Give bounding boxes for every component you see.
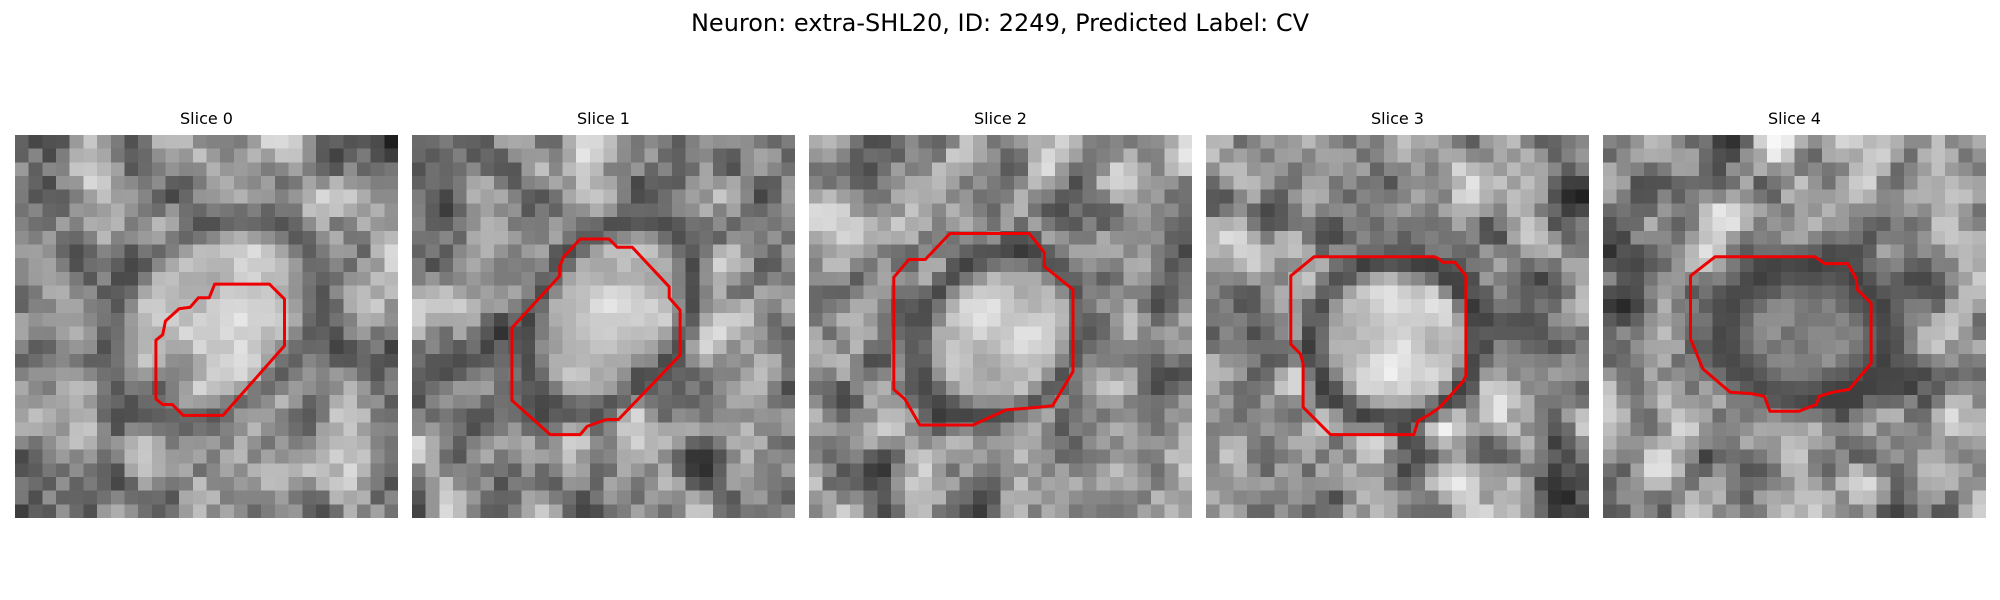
- slice-title-4: Slice 4: [1768, 109, 1821, 128]
- slice-title-2: Slice 2: [974, 109, 1027, 128]
- segmentation-contour: [154, 282, 286, 417]
- segmentation-contour: [1289, 255, 1468, 437]
- slice-title-0: Slice 0: [180, 109, 233, 128]
- slice-image-2: [809, 135, 1192, 518]
- segmentation-contour: [892, 232, 1075, 427]
- slice-image-1: [412, 135, 795, 518]
- slice-image-0: [15, 135, 398, 518]
- slice-title-3: Slice 3: [1371, 109, 1424, 128]
- slice-title-1: Slice 1: [577, 109, 630, 128]
- slice-image-4: [1603, 135, 1986, 518]
- figure-title: Neuron: extra-SHL20, ID: 2249, Predicted…: [690, 9, 1310, 37]
- slice-image-3: [1206, 135, 1589, 518]
- segmentation-contour: [510, 237, 682, 437]
- segmentation-contour: [1689, 255, 1873, 413]
